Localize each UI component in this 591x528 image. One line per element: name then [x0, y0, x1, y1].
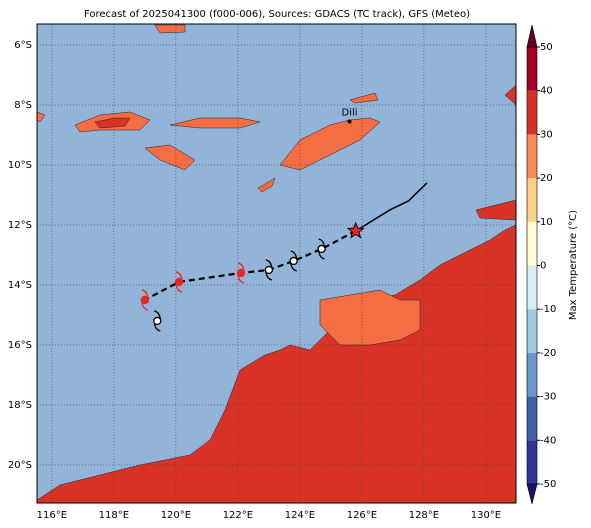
y-tick-label: 18°S — [8, 400, 32, 411]
colorbar-tick-label: -10 — [540, 304, 556, 315]
y-tick-label: 10°S — [8, 160, 32, 171]
cyclone-arm — [237, 274, 245, 284]
colorbar-band — [527, 134, 537, 179]
colorbar-tick-label: -40 — [540, 435, 556, 446]
cyclone-arm — [154, 310, 161, 320]
colorbar-tick-label: 50 — [540, 42, 553, 53]
colorbar-tick-label: 30 — [540, 129, 553, 140]
cyclone-eye — [264, 265, 274, 275]
place-dot — [347, 119, 352, 124]
colorbar-band — [527, 178, 537, 222]
cyclone-eye — [140, 295, 150, 305]
cyclone-eye — [236, 268, 246, 278]
colorbar-band — [527, 440, 537, 484]
cyclone-symbol — [140, 289, 150, 311]
x-tick-label: 122°E — [223, 510, 253, 521]
cyclone-symbol — [153, 310, 162, 332]
x-tick-label: 126°E — [347, 510, 377, 521]
current-position — [346, 221, 365, 239]
cyclone-arm — [237, 262, 245, 272]
cyclone-arm — [265, 259, 273, 269]
colorbar-tick-label: -20 — [540, 348, 556, 359]
y-tick-label: 8°S — [14, 100, 32, 111]
colorbar-band — [527, 396, 537, 441]
colorbar-extend — [526, 483, 538, 505]
cyclone-arm — [141, 289, 149, 299]
y-tick-label: 12°S — [8, 220, 32, 231]
colorbar-tick-label: 0 — [540, 261, 546, 272]
land — [37, 24, 516, 503]
cyclone-symbol — [236, 262, 246, 284]
cyclone-arm — [318, 238, 326, 248]
x-tick-label: 128°E — [409, 510, 439, 521]
cyclone-symbol — [174, 271, 184, 293]
cyclone-symbol — [317, 238, 326, 260]
cyclone-eye — [174, 277, 184, 287]
colorbar-band — [527, 352, 537, 397]
cyclone-eye — [289, 256, 298, 266]
colorbar-tick-label: -50 — [540, 479, 556, 490]
cyclone-eye — [317, 244, 326, 254]
colorbar-band — [527, 265, 537, 310]
x-tick-label: 124°E — [285, 510, 315, 521]
place-label: Dili — [342, 107, 358, 118]
y-tick-label: 14°S — [8, 280, 32, 291]
cyclone-arm — [141, 301, 149, 311]
cyclone-arm — [317, 250, 325, 260]
cyclone-eye — [153, 316, 162, 326]
colorbar-band — [527, 221, 537, 266]
colorbar-band — [527, 309, 537, 353]
y-tick-label: 6°S — [14, 40, 32, 51]
cyclone-arm — [290, 262, 297, 272]
colorbar-tick-label: -30 — [540, 392, 556, 403]
map-frame — [36, 23, 517, 504]
colorbar-tick-label: 10 — [540, 217, 553, 228]
past-track — [355, 182, 428, 232]
colorbar-tick-label: 20 — [540, 173, 553, 184]
x-tick-label: 118°E — [99, 510, 129, 521]
cyclone-arm — [153, 322, 161, 332]
cyclone-symbol — [289, 250, 298, 272]
colorbar-band — [527, 90, 537, 135]
cyclone-arm — [175, 283, 183, 293]
x-tick-label: 130°E — [471, 510, 501, 521]
y-tick-label: 20°S — [8, 460, 32, 471]
map-title: Forecast of 2025041300 (f000-006), Sourc… — [84, 9, 470, 20]
colorbar-band — [527, 47, 537, 91]
colorbar-tick-label: 40 — [540, 86, 553, 97]
colorbar-label: Max Temperature (°C) — [568, 210, 579, 320]
cyclone-arm — [290, 250, 298, 260]
cyclone-symbol — [264, 259, 274, 281]
colorbar-extend — [526, 24, 538, 48]
y-tick-label: 16°S — [8, 340, 32, 351]
x-tick-label: 120°E — [161, 510, 191, 521]
x-tick-label: 116°E — [37, 510, 67, 521]
cyclone-arm — [265, 271, 273, 281]
cyclone-arm — [175, 271, 183, 281]
